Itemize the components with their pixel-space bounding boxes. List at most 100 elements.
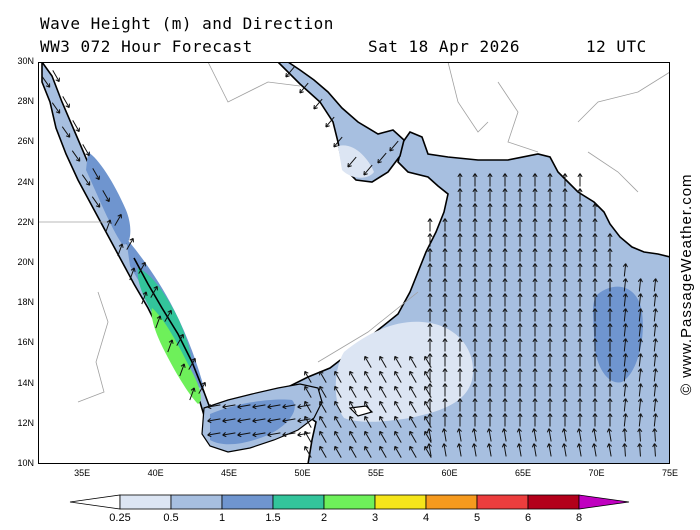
wave-arrow	[487, 218, 493, 232]
wave-arrow	[487, 338, 493, 352]
wave-arrow	[637, 368, 643, 382]
wave-arrow	[222, 418, 236, 424]
wave-arrow	[349, 370, 357, 383]
wave-arrow	[319, 415, 327, 428]
wave-arrow	[472, 413, 478, 427]
wave-arrow	[592, 383, 598, 397]
wave-arrow	[441, 443, 447, 457]
wave-arrow	[441, 428, 447, 442]
forecast-date: Sat 18 Apr 2026	[368, 37, 520, 56]
legend-swatch	[170, 494, 223, 510]
wave-arrow	[424, 445, 432, 458]
wave-arrow	[427, 413, 433, 427]
wave-arrow	[517, 293, 523, 307]
wave-arrow	[652, 368, 658, 382]
wave-arrow	[394, 415, 402, 428]
wave-arrow	[652, 353, 658, 367]
wave-arrow	[349, 415, 357, 428]
wave-arrow	[517, 203, 523, 217]
wave-arrow	[487, 248, 493, 262]
wave-arrow	[487, 413, 493, 427]
wave-arrow	[472, 188, 478, 202]
wave-arrow	[487, 368, 493, 382]
wave-arrow	[652, 308, 658, 322]
wave-arrow	[472, 278, 478, 292]
wave-arrow	[62, 96, 70, 109]
legend-label: 5	[474, 512, 480, 524]
wave-arrow	[577, 248, 583, 262]
wave-arrow	[562, 413, 568, 427]
wave-arrow	[334, 400, 342, 413]
wave-arrow	[379, 355, 387, 368]
wave-arrow	[547, 368, 553, 382]
wave-arrow	[517, 413, 523, 427]
legend-label: 0.5	[163, 512, 178, 524]
wave-arrow	[652, 323, 658, 337]
longitude-label: 65E	[515, 468, 532, 478]
wave-arrow	[502, 338, 508, 352]
wave-arrow	[517, 308, 523, 322]
wave-arrow	[457, 338, 463, 352]
map-frame	[38, 62, 670, 464]
wave-arrow	[426, 443, 432, 457]
latitude-label: 30N	[17, 56, 34, 66]
wave-arrow	[562, 233, 568, 247]
latitude-label: 22N	[17, 216, 34, 227]
latitude-label: 14N	[17, 377, 34, 388]
wave-arrow	[547, 308, 553, 322]
wave-arrow	[207, 418, 221, 424]
wave-arrow	[532, 278, 538, 292]
wave-arrow	[198, 381, 206, 394]
wave-arrow	[442, 308, 448, 322]
wave-arrow	[349, 445, 357, 458]
wave-arrow	[591, 428, 597, 442]
wave-arrow	[472, 248, 478, 262]
wave-arrow	[457, 248, 463, 262]
wave-arrow	[547, 413, 553, 427]
wave-arrow	[652, 428, 658, 442]
latitude-label: 12N	[17, 417, 34, 428]
longitude-label: 35E	[74, 468, 91, 478]
wave-arrow	[252, 418, 266, 424]
wave-arrow	[517, 278, 523, 292]
wave-arrow	[487, 383, 493, 397]
wave-arrow	[189, 387, 196, 401]
forecast-label: WW3 072 Hour Forecast	[40, 37, 253, 56]
wave-map[interactable]	[38, 62, 670, 464]
wave-arrow	[577, 218, 583, 232]
legend-swatch	[272, 494, 325, 510]
wave-arrow	[141, 291, 148, 305]
wave-arrow	[517, 353, 523, 367]
wave-arrow	[547, 218, 553, 232]
wave-arrow	[409, 385, 417, 398]
legend-swatch	[527, 494, 580, 510]
wave-arrow	[622, 293, 628, 307]
wave-arrow	[349, 385, 357, 398]
wave-arrow	[334, 370, 342, 383]
wave-arrow	[517, 398, 523, 412]
wave-zone-calm-gulf	[338, 145, 374, 178]
wave-arrow	[377, 152, 387, 164]
wave-arrow	[394, 430, 402, 443]
wave-arrow	[282, 404, 296, 410]
wave-arrow	[547, 173, 553, 187]
wave-arrow	[442, 278, 448, 292]
legend-label: 3	[372, 512, 378, 524]
wave-arrow	[547, 398, 553, 412]
wave-arrow	[652, 383, 658, 397]
longitude-label: 50E	[294, 468, 311, 478]
wave-arrow	[577, 323, 583, 337]
wave-arrow	[105, 219, 112, 233]
wave-arrow	[592, 278, 598, 292]
wave-arrow	[487, 308, 493, 322]
wave-arrow	[532, 248, 538, 262]
longitude-label: 60E	[441, 468, 458, 478]
wave-arrow	[502, 398, 508, 412]
wave-arrow	[532, 413, 538, 427]
wave-zone-moderate-aden	[210, 399, 295, 445]
wave-arrow	[424, 430, 432, 443]
wave-arrow	[394, 385, 402, 398]
wave-arrow	[622, 413, 628, 427]
country-borders	[38, 62, 670, 403]
wave-arrow	[394, 355, 402, 368]
